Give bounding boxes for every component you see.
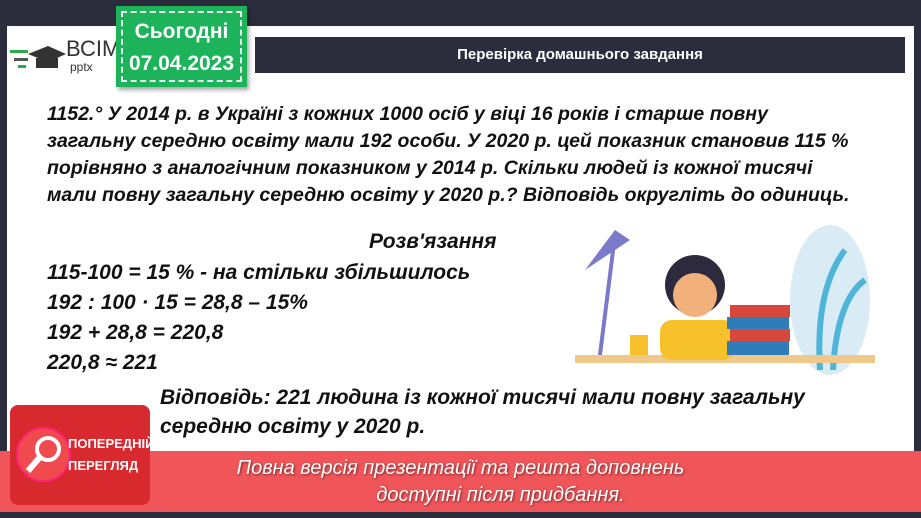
logo-subtitle: pptx xyxy=(70,60,93,74)
banner-line: доступні після придбання. xyxy=(376,484,625,506)
solution-line: 192 + 28,8 = 220,8 xyxy=(47,321,224,344)
banner-line: Повна версія презентації та решта доповн… xyxy=(236,457,685,479)
answer-line: Відповідь: 221 людина із кожної тисячі м… xyxy=(160,386,805,409)
solution-heading: Розв'язання xyxy=(369,230,497,253)
date-value: 07.04.2023 xyxy=(128,52,235,75)
solution-line: 192 : 100 · 15 = 28,8 – 15% xyxy=(47,291,308,314)
problem-line: порівняно з аналогічним показником у 201… xyxy=(47,157,813,179)
problem-line: 1152.° У 2014 р. в Україні з кожних 1000… xyxy=(47,103,768,125)
logo: ВСІМ pptx xyxy=(8,36,121,76)
date-badge: Сьогодні 07.04.2023 xyxy=(116,6,247,87)
graduation-cap-icon xyxy=(10,46,66,68)
solution-line: 220,8 ≈ 221 xyxy=(47,351,158,374)
solution-line: 115-100 = 15 % - на стільки збільшилось xyxy=(47,261,471,284)
logo-title: ВСІМ xyxy=(66,36,121,61)
preview-badge[interactable]: ПОПЕРЕДНІЙ ПЕРЕГЛЯД xyxy=(10,405,154,505)
purchase-banner: Повна версія презентації та решта доповн… xyxy=(0,451,921,512)
girl-studying-illustration xyxy=(575,225,875,375)
slide xyxy=(7,26,914,512)
problem-line: загальну середню освіту мали 192 особи. … xyxy=(47,130,849,152)
preview-label: ПЕРЕГЛЯД xyxy=(68,458,139,473)
date-label: Сьогодні xyxy=(134,20,229,43)
problem-line: мали повну загальну середню освіту у 202… xyxy=(47,184,850,206)
slide-title: Перевірка домашнього завдання xyxy=(255,37,905,73)
answer-line: середню освіту у 2020 р. xyxy=(160,415,426,438)
preview-label: ПОПЕРЕДНІЙ xyxy=(68,436,155,451)
magnifier-icon xyxy=(16,427,71,482)
